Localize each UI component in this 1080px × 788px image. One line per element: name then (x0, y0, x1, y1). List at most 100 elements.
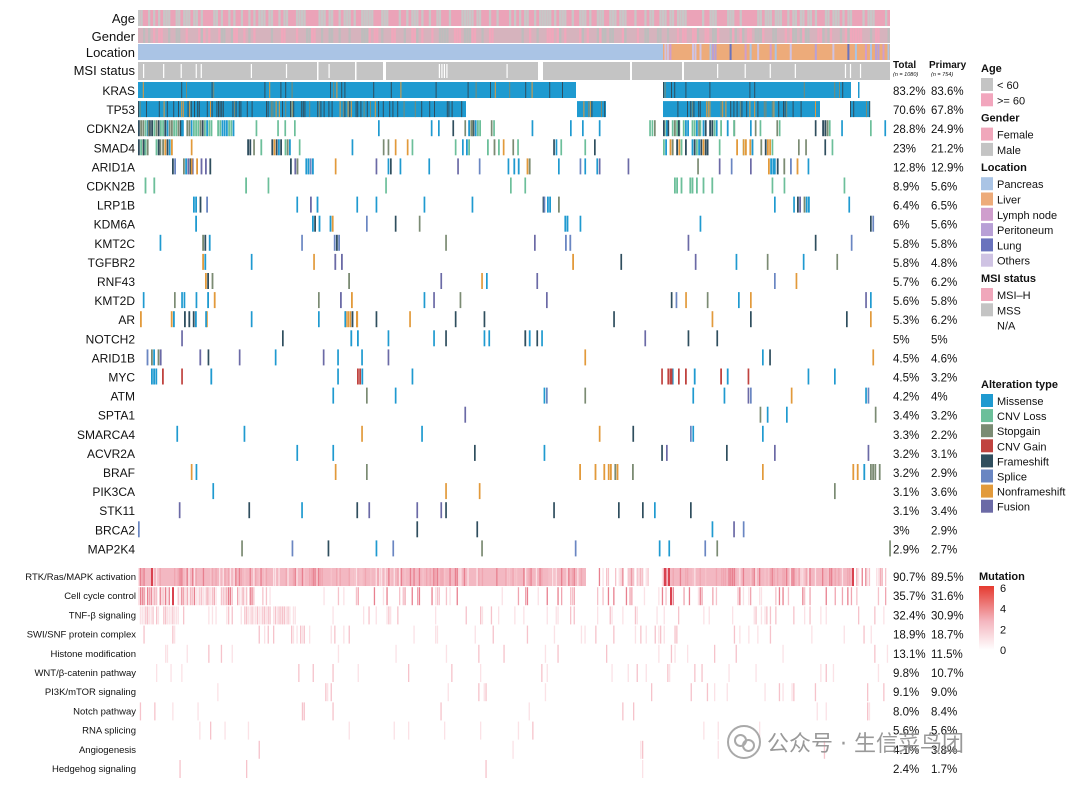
gene-row-label-kdm6a: KDM6A (94, 218, 135, 232)
gene-mutation-cell (866, 101, 867, 118)
pathway-row-label: PI3K/mTOR signaling (45, 687, 136, 698)
gene-mutation-cell (570, 120, 572, 137)
pathway-cell (474, 625, 476, 644)
gene-mutation-cell (531, 120, 534, 137)
gene-mutation-cell (151, 120, 153, 137)
pathway-cell (708, 606, 710, 625)
gene-mutation-cell (332, 444, 335, 461)
age-cell (757, 10, 760, 26)
age-cell (777, 10, 780, 26)
pathway-cell (841, 587, 844, 606)
gene-mutation-cell (375, 311, 378, 328)
gene-mutation-cell (699, 215, 702, 232)
pathway-cell (436, 587, 439, 606)
gene-total-pct: 83.2% (893, 86, 926, 98)
age-cell (300, 10, 304, 26)
gene-mutation-cell (733, 101, 735, 118)
pathway-cell (278, 568, 280, 586)
gene-row-label-kmt2d: KMT2D (94, 294, 135, 308)
gender-cell (822, 28, 825, 43)
gene-total-pct: 4.5% (893, 353, 919, 365)
pathway-cell (220, 644, 223, 663)
gene-mutation-cell (414, 101, 416, 118)
gene-mutation-cell (718, 158, 721, 175)
legend-item-label: MSS (997, 305, 1021, 317)
gene-mutation-cell (249, 139, 252, 156)
pathway-cell (481, 606, 484, 625)
gene-mutation-cell (803, 82, 805, 98)
gene-mutation-cell (375, 158, 378, 175)
age-cell (476, 10, 479, 26)
pathway-cell (737, 568, 739, 586)
pathway-cell (363, 606, 365, 625)
gene-mutation-cell (493, 139, 496, 156)
gene-mutation-cell (302, 101, 304, 118)
legend-item-label: Splice (997, 472, 1027, 484)
age-cell (644, 10, 647, 26)
pathway-cell (242, 587, 244, 606)
gene-mutation-cell (160, 120, 162, 137)
gender-cell (313, 28, 316, 43)
gene-mutation-cell (375, 540, 378, 557)
pathway-cell (607, 568, 610, 586)
pathway-cell (874, 606, 876, 625)
gender-cell (754, 28, 757, 43)
age-cell (832, 10, 835, 26)
gene-mutation-cell (843, 177, 846, 194)
pathway-cell (151, 568, 153, 586)
pathway-cell (440, 702, 442, 721)
pathway-cell (364, 568, 367, 586)
gene-mutation-cell (429, 101, 431, 118)
pathway-cell (726, 683, 728, 702)
gender-cell (446, 28, 449, 43)
pathway-cell (629, 568, 631, 586)
pathway-cell (152, 568, 154, 586)
gene-mutation-cell (531, 82, 533, 98)
pathway-cell (235, 568, 237, 586)
pathway-cell (350, 568, 352, 586)
age-cell (774, 10, 777, 26)
pathway-cell (199, 721, 201, 740)
gender-cell (601, 28, 604, 43)
gene-mutation-cell (337, 368, 339, 385)
gene-mutation-cell (312, 215, 314, 232)
gene-total-pct: 5.6% (893, 296, 919, 308)
pathway-cell (435, 606, 437, 625)
gene-mutation-cell (677, 101, 679, 118)
gender-cell (604, 28, 607, 43)
gene-total-pct: 5.3% (893, 315, 919, 327)
age-cell (564, 10, 567, 26)
pathway-cell (548, 568, 550, 586)
gene-mutation-cell (716, 330, 719, 347)
gene-mutation-cell (280, 82, 282, 98)
pathway-cell (498, 606, 500, 625)
pathway-cell (384, 568, 386, 586)
pathway-cell (764, 568, 766, 586)
pathway-cell (778, 587, 781, 606)
pathway-row-label: Angiogenesis (79, 745, 136, 756)
gene-mutation-cell (189, 158, 192, 175)
age-cell (331, 10, 334, 26)
gene-mutation-cell (366, 215, 368, 232)
gene-mutation-cell (332, 387, 335, 404)
gene-row-label-atm: ATM (111, 390, 135, 404)
pathway-cell (638, 568, 640, 586)
age-cell (478, 10, 482, 26)
pathway-cell (440, 568, 442, 586)
pathway-cell (168, 587, 170, 606)
pathway-cell (822, 568, 824, 586)
msi-na-cell (285, 64, 288, 78)
gender-cell (546, 28, 549, 43)
gene-mutation-cell (747, 368, 750, 385)
gene-mutation-cell (702, 120, 705, 137)
gene-mutation-cell (446, 101, 448, 118)
pathway-cell (139, 568, 142, 586)
gene-mutation-cell (159, 234, 162, 251)
gender-cell (739, 28, 742, 43)
pathway-cell (724, 568, 727, 586)
legend-swatch (981, 223, 993, 237)
pathway-cell (240, 587, 242, 606)
gene-mutation-cell (296, 158, 299, 175)
gene-mutation-cell (235, 101, 237, 118)
gene-mutation-cell (754, 101, 756, 118)
